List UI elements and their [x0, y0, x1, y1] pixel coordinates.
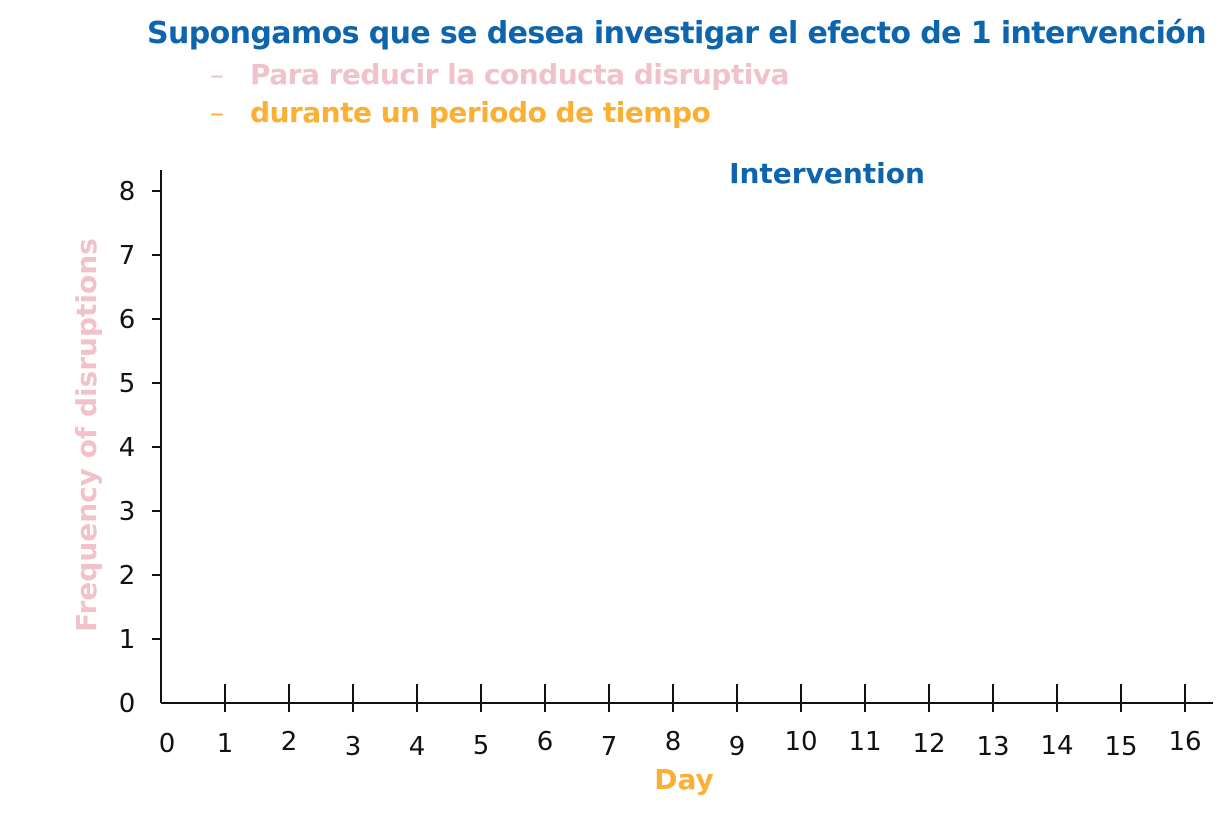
y-tick-label: 7	[119, 241, 136, 271]
bullet-dash: –	[210, 96, 224, 129]
y-tick-label: 6	[119, 305, 136, 335]
x-tick-label: 4	[409, 732, 426, 762]
x-tick-label: 14	[1040, 731, 1073, 761]
bullet-text: Para reducir la conducta disruptiva	[250, 58, 789, 91]
x-tick-label: 9	[729, 732, 746, 762]
y-tick-label: 1	[119, 625, 136, 655]
y-tick-label: 0	[119, 689, 136, 719]
y-tick-label: 3	[119, 497, 136, 527]
slide-title: Supongamos que se desea investigar el ef…	[147, 16, 1207, 51]
x-tick-label: 15	[1104, 732, 1137, 762]
x-tick-label: 10	[784, 727, 817, 757]
phase-label-intervention: Intervention	[729, 157, 925, 190]
x-tick-label: 5	[473, 731, 490, 761]
y-tick-label: 4	[119, 433, 136, 463]
x-tick-label: 1	[217, 729, 234, 759]
y-axis-title: Frequency of disruptions	[70, 238, 103, 632]
x-axis-title: Day	[654, 763, 714, 796]
x-axis: 0 1 2 3 4 5 6 7 8 9 10 11 12 13 14 15 16	[159, 684, 1213, 762]
y-tick-label: 8	[119, 177, 136, 207]
x-tick-label: 2	[281, 727, 298, 757]
y-tick-label: 5	[119, 369, 136, 399]
x-tick-label: 8	[665, 727, 682, 757]
bullet-dash: –	[210, 58, 224, 91]
x-tick-label: 12	[912, 729, 945, 759]
bullet-time-period: – durante un periodo de tiempo	[210, 96, 711, 129]
x-tick-label: 6	[537, 727, 554, 757]
y-tick-label: 2	[119, 561, 136, 591]
x-tick-label: 7	[601, 732, 618, 762]
y-axis: 0 1 2 3 4 5 6 7 8	[119, 170, 162, 719]
x-tick-label: 16	[1168, 727, 1201, 757]
x-tick-label: 11	[848, 727, 881, 757]
x-tick-label: 13	[976, 732, 1009, 762]
bullet-text: durante un periodo de tiempo	[250, 96, 711, 129]
bullet-reduce-disruptive-behavior: – Para reducir la conducta disruptiva	[210, 58, 789, 91]
x-tick-label: 3	[345, 732, 362, 762]
x-tick-label: 0	[159, 729, 176, 759]
